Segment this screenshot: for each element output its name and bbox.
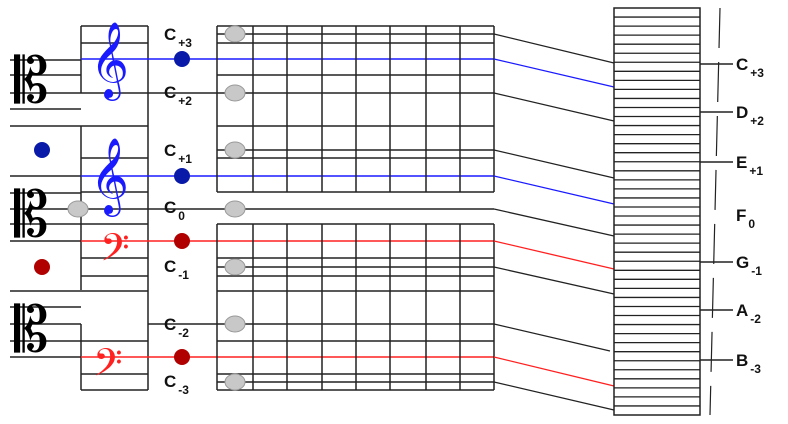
note-dot <box>34 259 50 275</box>
dashed-slant-line <box>709 7 721 416</box>
gray-ball <box>224 200 246 218</box>
middle-labels: C +3C +2C +1C 0C -1C -2C -3 <box>164 25 192 397</box>
gray-ball <box>67 200 89 218</box>
alto-clef-icon: 𝄡 <box>14 178 49 251</box>
connector-line <box>493 58 615 88</box>
connector-line <box>493 240 615 270</box>
connector-line <box>493 33 615 64</box>
connector-line <box>493 175 615 205</box>
label-subscript: +3 <box>178 36 192 50</box>
label-subscript: +2 <box>750 114 764 128</box>
label-subscript: 0 <box>748 217 755 231</box>
label-letter: C <box>164 315 176 334</box>
label-subscript: 0 <box>178 209 185 223</box>
connector-line <box>493 208 615 237</box>
label-subscript: -2 <box>750 312 761 326</box>
label-subscript: -1 <box>751 264 762 278</box>
gray-ball <box>224 84 246 102</box>
note-label: D +2 <box>736 103 764 128</box>
label-subscript: -2 <box>178 326 189 340</box>
gray-ball <box>224 258 246 276</box>
right-labels: C +3 D +2 E +1 F 0 G -1 A -2 B -3 <box>700 55 764 376</box>
label-subscript: +2 <box>178 94 192 108</box>
treble-clef-icon: 𝄞 <box>90 137 129 217</box>
octave-label: C +3 <box>164 25 192 50</box>
connector-line <box>493 92 615 122</box>
label-letter: B <box>736 351 748 370</box>
alto-clef-icon: 𝄡 <box>14 293 49 366</box>
note-dot <box>174 349 190 365</box>
connector-line <box>493 323 611 352</box>
note-dots <box>34 25 246 391</box>
label-letter: D <box>736 103 748 122</box>
gray-ball <box>224 25 246 43</box>
note-dot <box>174 233 190 249</box>
label-subscript: -3 <box>750 362 761 376</box>
label-letter: C <box>736 55 748 74</box>
connector-lines <box>493 33 615 411</box>
octave-label: C -2 <box>164 315 189 340</box>
connector-line <box>493 266 615 295</box>
octave-label: C -1 <box>164 257 189 282</box>
label-letter: C <box>164 372 176 391</box>
note-dot <box>174 51 190 67</box>
octave-label: C -3 <box>164 372 189 397</box>
label-letter: G <box>736 253 749 272</box>
label-subscript: -3 <box>178 383 189 397</box>
label-letter: F <box>736 206 746 225</box>
label-letter: C <box>164 198 176 217</box>
label-letter: C <box>164 141 176 160</box>
ruled-column <box>613 7 721 416</box>
gray-ball <box>224 141 246 159</box>
fret-grid <box>216 25 495 391</box>
label-subscript: +3 <box>750 66 764 80</box>
label-letter: E <box>736 153 747 172</box>
connector-line <box>493 381 615 411</box>
label-letter: A <box>736 301 748 320</box>
label-subscript: +1 <box>749 164 763 178</box>
ruled-column-frame <box>613 7 701 416</box>
note-dot <box>34 142 50 158</box>
label-subscript: -1 <box>178 268 189 282</box>
connector-line <box>493 356 615 387</box>
connector-line <box>493 149 615 179</box>
bass-clef-icon: 𝄢 <box>100 225 130 279</box>
label-letter: C <box>164 83 176 102</box>
gray-ball <box>224 373 246 391</box>
octave-label: C +2 <box>164 83 192 108</box>
note-dot <box>174 168 190 184</box>
note-label: B -3 <box>736 351 761 376</box>
label-subscript: +1 <box>178 152 192 166</box>
bass-clef-icon: 𝄢 <box>93 340 123 394</box>
alto-clef-icon: 𝄡 <box>14 44 49 117</box>
note-label: E +1 <box>736 153 763 178</box>
note-label: A -2 <box>736 301 761 326</box>
treble-clef-icon: 𝄞 <box>90 21 129 101</box>
label-letter: C <box>164 257 176 276</box>
label-letter: C <box>164 25 176 44</box>
note-label: G -1 <box>736 253 762 278</box>
note-label: C +3 <box>736 55 764 80</box>
gray-ball <box>224 315 246 333</box>
octave-label: C +1 <box>164 141 192 166</box>
clefs: 𝄡 𝄡 𝄡 𝄞 𝄞 𝄢 𝄢 <box>14 21 130 394</box>
